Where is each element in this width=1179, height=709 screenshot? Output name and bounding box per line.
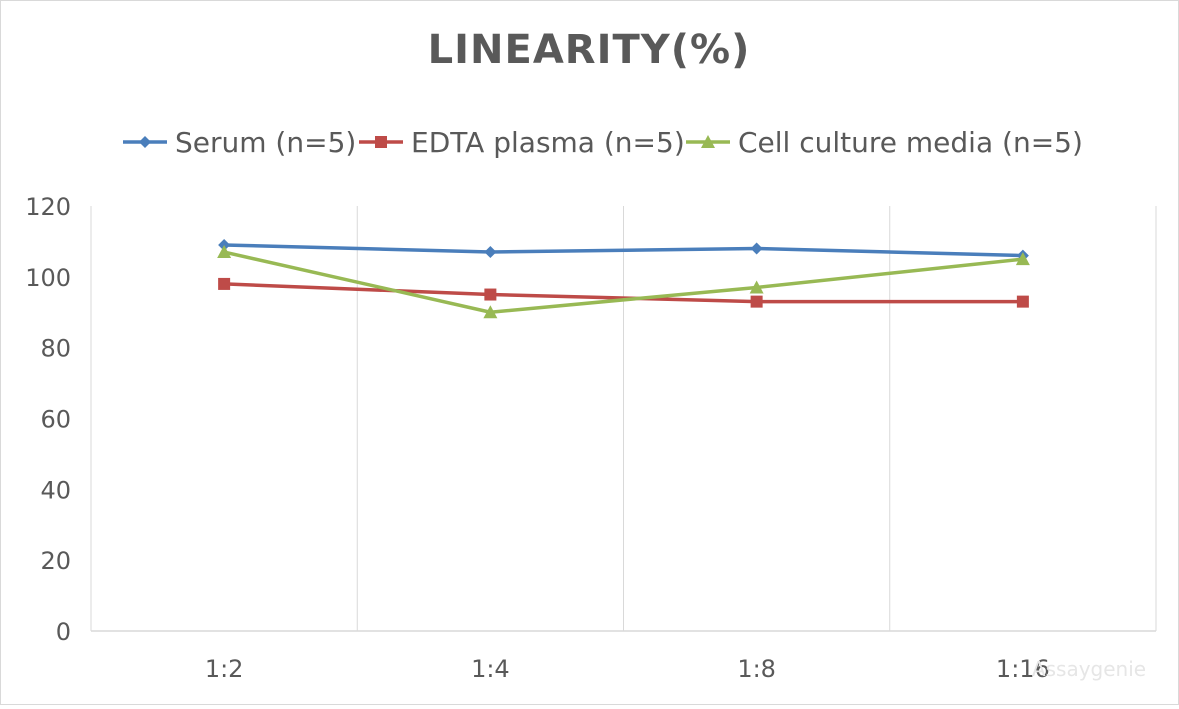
y-tick-label: 20 (40, 547, 71, 575)
series-1 (218, 277, 1029, 308)
data-point (484, 246, 497, 259)
x-tick-label: 1:2 (205, 655, 244, 683)
legend-entry: Cell culture media (n=5) (686, 126, 1083, 159)
grid (90, 206, 1157, 631)
y-tick-label: 0 (56, 618, 71, 646)
data-point (218, 277, 231, 290)
data-point (750, 295, 763, 308)
legend-marker (701, 135, 715, 148)
data-point (484, 288, 497, 301)
series-layer (217, 238, 1030, 319)
data-point (483, 305, 498, 319)
series-line (224, 282, 1023, 304)
legend-label: Serum (n=5) (175, 126, 356, 159)
chart-title: LINEARITY(%) (428, 27, 751, 73)
x-tick-label: 1:16 (996, 655, 1050, 683)
series-0 (218, 238, 1029, 262)
y-tick-label: 40 (40, 476, 71, 504)
y-tick-label: 60 (40, 406, 71, 434)
watermark-text: Assaygenie (1032, 657, 1146, 681)
data-point (1016, 295, 1029, 308)
y-tick-label: 80 (40, 335, 71, 363)
legend-entry: EDTA plasma (n=5) (359, 126, 685, 159)
x-tick-label: 1:8 (737, 655, 776, 683)
legend-marker (139, 136, 151, 148)
data-point (750, 242, 763, 255)
y-tick-label: 100 (25, 264, 71, 292)
axes: 0 20 40 60 80 100 120 1:2 1:4 1:8 1:16 (25, 193, 1156, 683)
data-point (218, 238, 231, 251)
data-point (1015, 252, 1030, 266)
data-point (749, 280, 764, 294)
data-point (217, 245, 232, 259)
legend-entry: Serum (n=5) (123, 126, 356, 159)
legend: Serum (n=5) EDTA plasma (n=5) Cell culture… (123, 126, 1083, 159)
legend-label: Cell culture media (n=5) (738, 126, 1083, 159)
legend-marker (375, 136, 387, 148)
series-line (223, 250, 1024, 314)
x-tick-label: 1:4 (471, 655, 510, 683)
series-line (224, 243, 1023, 258)
legend-label: EDTA plasma (n=5) (411, 126, 685, 159)
series-2 (217, 245, 1030, 319)
y-tick-label: 120 (25, 193, 71, 221)
